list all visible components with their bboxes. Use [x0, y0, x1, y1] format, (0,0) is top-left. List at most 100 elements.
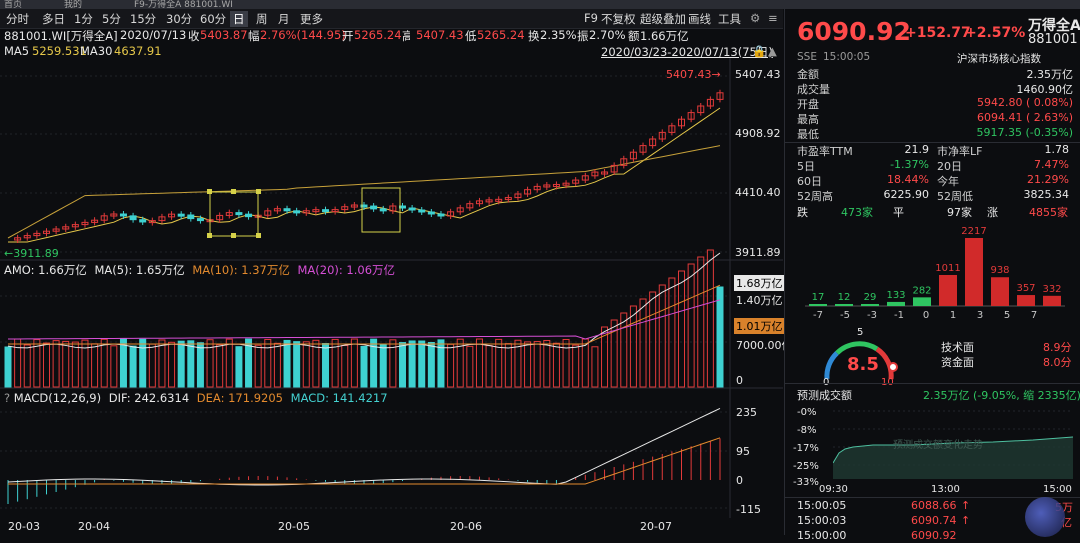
distribution-bar-label: 2217	[961, 226, 986, 237]
period-tab-month[interactable]: 月	[278, 12, 290, 26]
selection-box-2[interactable]	[361, 187, 401, 233]
macd-dea: DEA: 171.9205	[196, 391, 283, 405]
menu-icon[interactable]: ≡	[768, 11, 778, 25]
distribution-bar-label: 332	[1042, 284, 1061, 295]
settings-icon[interactable]: ⚙	[750, 11, 761, 25]
amo-ma20: MA(20): 1.06万亿	[297, 263, 396, 277]
candle	[466, 203, 474, 209]
volume-bar	[591, 346, 599, 388]
distribution-axis-label: -7	[813, 310, 823, 321]
volume-bar	[475, 338, 483, 388]
volume-bar	[350, 338, 358, 388]
period-tab-intraday[interactable]: 分时	[6, 12, 29, 26]
f9-button[interactable]: F9	[584, 11, 598, 25]
distribution-bar	[861, 304, 879, 306]
selection-handle[interactable]	[256, 189, 261, 194]
fund-label: 资金面	[941, 356, 974, 369]
period-tab-1min[interactable]: 1分	[74, 12, 93, 26]
volume-bar	[697, 256, 705, 388]
amo-ma10-line	[8, 284, 721, 345]
quote-time: 15:00:05	[823, 51, 871, 63]
distribution-axis-label: 0	[923, 310, 929, 321]
candle	[52, 228, 60, 232]
overlay-button[interactable]: 超级叠加	[640, 12, 686, 26]
candle	[658, 131, 666, 140]
forecast-y-tick: -0%	[797, 407, 817, 418]
forecast-y-tick: -17%	[793, 443, 819, 454]
stat-key: 今年	[937, 175, 959, 188]
period-tab-day[interactable]: 日	[230, 11, 248, 27]
candle	[14, 237, 22, 241]
tick-price: 6088.66	[911, 499, 957, 512]
candle	[312, 209, 320, 213]
volume-bar	[235, 346, 243, 388]
low-mark-value: 3911.89	[13, 247, 59, 260]
amo-ma5: MA(5): 1.65万亿	[94, 263, 185, 277]
open-value: 5265.24	[354, 28, 402, 42]
candle	[379, 208, 387, 212]
volume-bar	[572, 344, 580, 388]
candle	[216, 214, 224, 221]
period-tab-5min[interactable]: 5分	[102, 12, 121, 26]
volume-bar	[129, 345, 137, 388]
candle	[629, 151, 637, 160]
selection-handle[interactable]	[256, 233, 261, 238]
distribution-axis-label: 3	[977, 310, 983, 321]
stat-key: 20日	[937, 160, 962, 173]
no-adjust-button[interactable]: 不复权	[601, 12, 636, 26]
tab-f9[interactable]: F9-万得全A 881001.WI	[134, 0, 233, 10]
quote-row-key: 最高	[797, 113, 819, 126]
macd-axis-tick: 0	[736, 474, 743, 487]
selection-handle[interactable]	[207, 233, 212, 238]
period-tab-30min[interactable]: 30分	[166, 12, 193, 26]
quote-row-value: 5917.35 (-0.35%)	[976, 126, 1073, 139]
breadth-flat-value: 97家	[947, 206, 972, 219]
candle	[639, 145, 647, 153]
assistant-orb-icon[interactable]	[1025, 497, 1065, 537]
period-tab-multiday[interactable]: 多日	[42, 12, 65, 26]
tab-home[interactable]: 首页	[4, 0, 23, 10]
candle	[110, 213, 118, 217]
candle	[581, 175, 589, 181]
candle	[187, 214, 195, 220]
lock-icon[interactable]: 🔒	[752, 44, 767, 58]
volume-bar	[370, 338, 378, 388]
selection-handle[interactable]	[231, 233, 236, 238]
volume-bar	[389, 339, 397, 388]
quote-row-key: 金额	[797, 68, 819, 81]
tech-score: 8.9分	[1043, 341, 1072, 354]
selection-handle[interactable]	[207, 189, 212, 194]
tab-mine[interactable]: 我的	[64, 0, 83, 10]
date-range[interactable]: 2020/03/23-2020/07/13(75日)	[601, 45, 773, 59]
period-tab-15min[interactable]: 15分	[130, 12, 157, 26]
selection-handle[interactable]	[231, 189, 236, 194]
stat-value: 1.78	[1044, 143, 1070, 156]
stat-cell: 5日 -1.37%	[797, 158, 935, 174]
help-icon[interactable]: ?	[4, 391, 11, 405]
quote-row-value: 2.35万亿	[1026, 68, 1074, 81]
stat-value: 21.29%	[1027, 173, 1069, 186]
period-tab-60min[interactable]: 60分	[200, 12, 227, 26]
period-toolbar: 分时 多日 1分 5分 15分 30分 60分 日 周 月 更多 F9 不复权 …	[0, 9, 783, 29]
period-tab-week[interactable]: 周	[256, 12, 268, 26]
candle	[562, 182, 570, 186]
stat-cell: 市净率LF 1.78	[937, 143, 1075, 159]
collapse-icon[interactable]: ▲	[768, 44, 777, 58]
quote-row-value: 6094.41 ( 2.63%)	[976, 111, 1073, 124]
draw-line-button[interactable]: 画线	[688, 12, 711, 26]
tick-volume: 亿	[1061, 516, 1072, 529]
period-tab-more[interactable]: 更多	[300, 12, 323, 26]
volume-bar	[100, 338, 108, 388]
macd-macd: MACD: 141.4217	[290, 391, 388, 405]
macd-legend: ? MACD(12,26,9) DIF: 242.6314 DEA: 171.9…	[4, 391, 388, 405]
volume-bar	[33, 339, 41, 388]
amo-axis-current: 1.68万亿	[734, 275, 785, 291]
distribution-bar	[913, 297, 931, 306]
volume-bar	[601, 326, 609, 388]
kline-chart[interactable]	[0, 58, 783, 535]
tools-button[interactable]: 工具	[718, 12, 741, 26]
candle	[408, 207, 416, 211]
ma-legend: MA5 5259.531 MA30 4637.91 2020/03/23-202…	[0, 44, 783, 59]
distribution-axis-label: -5	[840, 310, 850, 321]
price-change: +152.77	[905, 25, 971, 41]
